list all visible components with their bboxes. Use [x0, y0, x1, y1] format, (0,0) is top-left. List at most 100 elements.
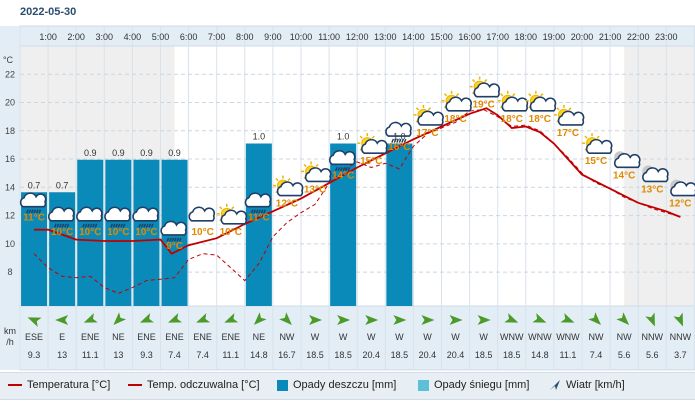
rain-cloud-icon	[19, 192, 47, 214]
rain-value-label: 1.0	[337, 132, 350, 142]
rain-bar	[133, 159, 160, 306]
legend-feels-like: Temp. odczuwalna [°C]	[128, 379, 260, 391]
wind-direction-label: ENE	[221, 332, 240, 342]
wind-speed-label: 18.5	[503, 350, 521, 360]
wind-direction-label: WNW	[528, 332, 552, 342]
rain-cloud-icon	[104, 206, 131, 228]
temp-unit-label: °C	[3, 55, 14, 65]
wind-direction-label: WNW	[500, 332, 524, 342]
wind-speed-label: 14.8	[250, 350, 268, 360]
temperature-label: 12°C	[276, 199, 298, 210]
wind-direction-label: W	[423, 332, 432, 342]
wind-speed-label: 18.5	[334, 350, 352, 360]
hour-label: 9:00	[264, 32, 282, 42]
temperature-label: 18°C	[529, 114, 551, 125]
wind-speed-label: 9.3	[28, 350, 41, 360]
temp-tick-label: 8	[7, 267, 12, 277]
wind-arrow-icon	[421, 315, 435, 325]
hour-label: 21:00	[599, 32, 622, 42]
hour-label: 10:00	[290, 32, 313, 42]
temperature-label: 10°C	[220, 227, 242, 238]
temp-tick-label: 20	[5, 98, 15, 108]
wind-arrow-icon	[477, 315, 491, 325]
wind-direction-label: NE	[253, 332, 266, 342]
hour-label: 23:00	[655, 32, 678, 42]
wind-speed-label: 18.5	[306, 350, 324, 360]
hour-label: 14:00	[402, 32, 425, 42]
wind-arrow-icon	[55, 315, 69, 325]
legend-temperature-label: Temperatura [°C]	[27, 379, 111, 391]
hour-label: 6:00	[180, 32, 198, 42]
wind-speed-label: 7.4	[196, 350, 209, 360]
rain-value-label: 0.7	[56, 180, 69, 190]
wind-speed-label: 7.4	[590, 350, 603, 360]
legend-rain-label: Opady deszczu [mm]	[293, 379, 397, 391]
rain-cloud-icon	[244, 192, 272, 214]
temperature-label: 10°C	[79, 227, 101, 238]
hour-label: 8:00	[236, 32, 254, 42]
sun-cloud-icon	[525, 90, 557, 112]
sun-cloud-icon	[582, 133, 613, 154]
temperature-label: 19°C	[472, 100, 494, 111]
temperature-label: 18°C	[501, 114, 523, 125]
wind-arrow-icon	[279, 312, 292, 325]
wind-arrow-icon	[449, 315, 463, 325]
temperature-label: 16°C	[388, 142, 410, 153]
wind-speed-label: 18.5	[391, 350, 409, 360]
hour-label: 4:00	[124, 32, 142, 42]
sun-cloud-icon	[301, 161, 332, 183]
hour-label: 18:00	[515, 32, 538, 42]
hour-label: 15:00	[430, 32, 453, 42]
wind-arrow-icon	[504, 313, 519, 323]
wind-arrow-icon	[253, 312, 267, 325]
forecast-date: 2022-05-30	[20, 6, 77, 18]
wind-direction-label: NW	[617, 332, 632, 342]
rain-value-label: 0.9	[140, 148, 153, 158]
wind-arrow-icon	[645, 312, 655, 327]
rain-bar	[330, 143, 357, 306]
sun-cloud-icon	[272, 175, 304, 197]
wind-direction-label: NE	[112, 332, 125, 342]
wind-arrow-icon	[337, 315, 351, 325]
hour-label: 2:00	[67, 32, 85, 42]
temp-tick-label: 22	[5, 69, 15, 79]
rain-bar	[386, 143, 413, 306]
wind-arrow-icon	[560, 313, 575, 323]
sun-cloud-icon	[553, 104, 585, 126]
wind-arrow-icon	[27, 317, 42, 327]
temperature-label: 18°C	[444, 114, 466, 125]
wind-direction-label: ENE	[137, 332, 156, 342]
legend-temperature: Temperatura [°C]	[8, 379, 110, 391]
hour-label: 11:00	[318, 32, 340, 42]
rain-bar	[245, 143, 272, 306]
wind-direction-label: W	[367, 332, 376, 342]
rain-value-label: 0.7	[28, 180, 41, 190]
temperature-label: 11°C	[248, 213, 270, 224]
wind-direction-label: ENE	[165, 332, 184, 342]
wind-arrow-icon	[550, 380, 560, 391]
wind-arrow-icon	[83, 313, 98, 323]
wind-arrow-icon	[196, 313, 211, 323]
feels-like-line	[33, 109, 681, 294]
sun-cloud-icon	[441, 90, 472, 112]
wind-speed-label: 13	[113, 350, 123, 360]
chart-legend: Temperatura [°C] Temp. odczuwalna [°C] O…	[0, 372, 695, 400]
wind-arrow-icon	[616, 312, 630, 325]
wind-speed-label: 11.1	[560, 350, 577, 360]
temperature-label: 17°C	[416, 128, 438, 139]
temperature-label: 13°C	[304, 184, 326, 195]
legend-wind: Wiatr [km/h]	[549, 379, 625, 391]
wind-arrow-icon	[224, 313, 239, 323]
wind-arrow-icon	[588, 312, 601, 325]
legend-feels-like-label: Temp. odczuwalna [°C]	[147, 379, 260, 391]
wind-speed-label: 16.7	[278, 350, 296, 360]
legend-rain: Opady deszczu [mm]	[277, 379, 396, 391]
temperature-label: 10°C	[107, 227, 129, 238]
wind-direction-label: WNW	[556, 332, 580, 342]
wind-arrow-icon	[113, 312, 127, 325]
wind-unit-label: km	[4, 326, 16, 336]
wind-direction-label: NNW	[670, 332, 692, 342]
hour-label: 17:00	[486, 32, 509, 42]
wind-direction-label: W	[395, 332, 404, 342]
